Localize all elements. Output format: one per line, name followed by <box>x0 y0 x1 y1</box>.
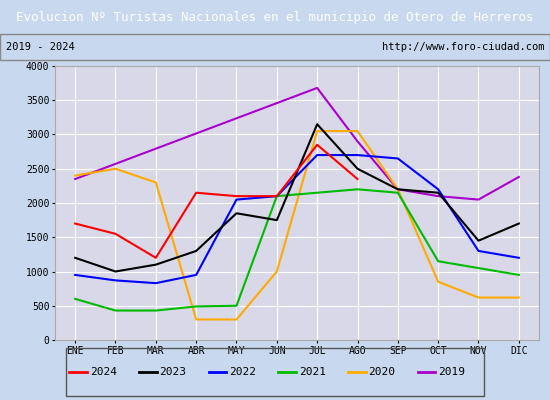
Text: 2022: 2022 <box>229 367 256 377</box>
Text: 2020: 2020 <box>368 367 395 377</box>
Text: http://www.foro-ciudad.com: http://www.foro-ciudad.com <box>382 42 544 52</box>
Text: 2019: 2019 <box>438 367 465 377</box>
Text: 2021: 2021 <box>299 367 326 377</box>
Text: 2024: 2024 <box>90 367 117 377</box>
Text: 2019 - 2024: 2019 - 2024 <box>6 42 74 52</box>
Text: Evolucion Nº Turistas Nacionales en el municipio de Otero de Herreros: Evolucion Nº Turistas Nacionales en el m… <box>16 10 534 24</box>
Text: 2023: 2023 <box>160 367 186 377</box>
